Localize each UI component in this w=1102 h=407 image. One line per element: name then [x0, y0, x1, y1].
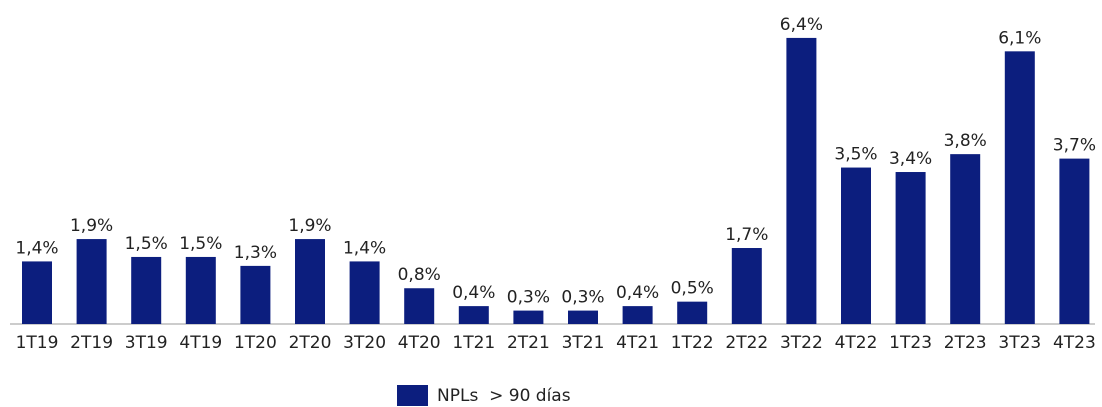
value-label: 0,8%: [398, 265, 441, 285]
bar: [404, 288, 435, 324]
bar: [131, 256, 162, 324]
x-tick-label: 4T20: [398, 333, 441, 353]
value-label: 1,9%: [288, 216, 331, 236]
value-label: 1,7%: [725, 225, 768, 245]
value-label: 0,5%: [671, 279, 714, 299]
x-tick-label: 3T20: [343, 333, 386, 353]
bar: [295, 239, 325, 324]
x-tick-label: 4T23: [1053, 333, 1096, 353]
value-label: 1,9%: [70, 216, 113, 236]
bar: [622, 306, 653, 324]
bar: [458, 306, 489, 324]
value-label: 6,1%: [998, 28, 1041, 48]
x-tick-label: 2T19: [70, 333, 113, 353]
value-label: 1,5%: [125, 234, 168, 254]
x-tick-label: 1T22: [671, 333, 714, 353]
x-tick-label: 4T19: [179, 333, 222, 353]
value-label: 6,4%: [780, 15, 823, 35]
bar: [568, 310, 598, 324]
x-tick-label: 1T20: [234, 333, 277, 353]
x-tick-label: 3T23: [998, 333, 1041, 353]
value-label: 3,8%: [944, 131, 987, 151]
x-tick-label: 3T21: [562, 333, 605, 353]
x-tick-label: 3T22: [780, 333, 823, 353]
bar: [1004, 51, 1035, 325]
value-label: 0,4%: [616, 283, 659, 303]
bar: [76, 239, 107, 324]
bar: [786, 37, 817, 325]
value-label: 3,7%: [1053, 136, 1096, 156]
value-label: 1,4%: [343, 238, 386, 258]
value-label: 0,3%: [561, 288, 604, 308]
x-tick-label: 2T20: [289, 333, 332, 353]
value-label: 3,4%: [889, 149, 932, 169]
value-label: 3,5%: [834, 145, 877, 165]
x-tick-label: 1T23: [889, 333, 932, 353]
bar: [1059, 158, 1090, 324]
bar: [22, 261, 52, 324]
value-label: 1,3%: [234, 243, 277, 263]
bar: [349, 261, 380, 324]
x-tick-label: 1T19: [16, 333, 59, 353]
bar: [895, 172, 926, 324]
x-tick-label: 2T21: [507, 333, 550, 353]
bar: [731, 248, 762, 324]
bar: [513, 310, 544, 324]
x-tick-label: 4T22: [835, 333, 878, 353]
x-tick-label: 3T19: [125, 333, 168, 353]
value-label: 0,3%: [507, 288, 550, 308]
bar: [950, 154, 981, 324]
bar: [677, 301, 708, 324]
bar: [841, 167, 871, 324]
x-tick-label: 2T22: [725, 333, 768, 353]
bar: [185, 256, 216, 324]
value-label: 1,5%: [179, 234, 222, 254]
value-label: 1,4%: [15, 238, 58, 258]
bar: [240, 265, 271, 324]
value-label: 0,4%: [452, 283, 495, 303]
x-tick-label: 4T21: [616, 333, 659, 353]
x-tick-label: 1T21: [452, 333, 495, 353]
legend-swatch: [397, 385, 428, 406]
legend-label: NPLs > 90 días: [437, 386, 571, 406]
x-tick-label: 2T23: [944, 333, 987, 353]
